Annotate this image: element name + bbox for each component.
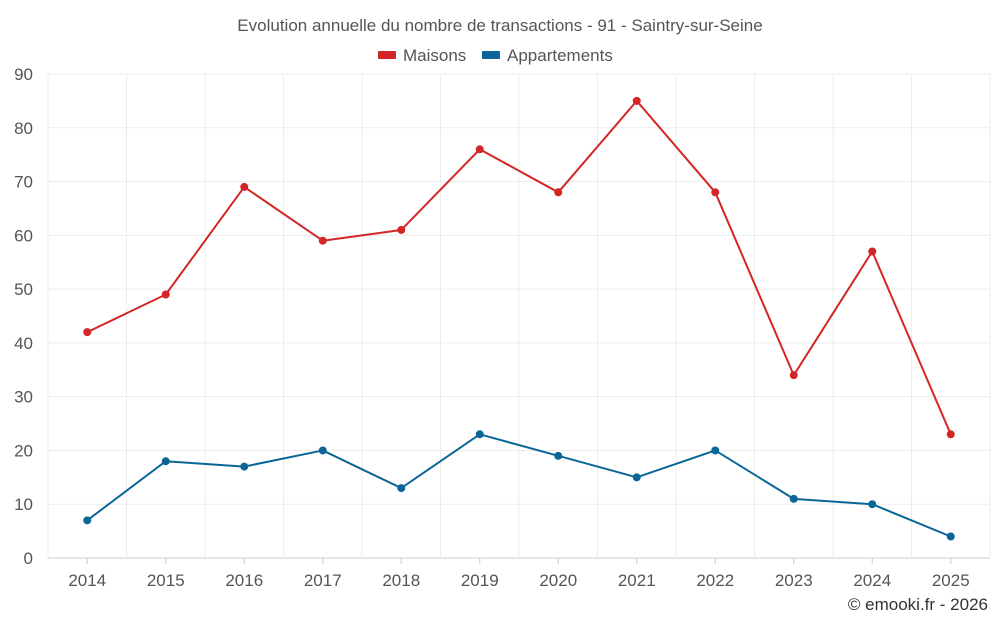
legend: Maisons Appartements xyxy=(378,46,613,65)
y-tick-label: 40 xyxy=(14,334,33,353)
credit-text: © emooki.fr - 2026 xyxy=(848,595,988,614)
data-point-appartements[interactable] xyxy=(868,500,877,509)
x-tick-label: 2024 xyxy=(853,571,891,590)
data-point-maisons[interactable] xyxy=(318,236,327,245)
y-tick-label: 50 xyxy=(14,280,33,299)
legend-item-appartements[interactable]: Appartements xyxy=(482,46,613,65)
data-point-maisons[interactable] xyxy=(397,225,406,234)
data-point-maisons[interactable] xyxy=(868,247,877,256)
y-tick-label: 10 xyxy=(14,495,33,514)
x-tick-label: 2022 xyxy=(696,571,734,590)
legend-label-appartements: Appartements xyxy=(507,46,613,65)
grid xyxy=(47,73,991,559)
legend-swatch-appartements xyxy=(482,51,500,59)
y-tick-label: 30 xyxy=(14,388,33,407)
y-tick-label: 70 xyxy=(14,173,33,192)
x-tick-label: 2023 xyxy=(775,571,813,590)
y-tick-label: 90 xyxy=(14,65,33,84)
y-tick-label: 60 xyxy=(14,226,33,245)
data-point-maisons[interactable] xyxy=(946,430,955,439)
series-line-appartements xyxy=(86,433,952,538)
x-tick-label: 2018 xyxy=(382,571,420,590)
data-point-maisons[interactable] xyxy=(83,328,92,337)
data-point-appartements[interactable] xyxy=(475,430,484,439)
x-axis-ticks: 2014 2015 2016 2017 2018 2019 2020 2021 2022 2023… xyxy=(68,558,970,590)
data-point-appartements[interactable] xyxy=(397,484,406,493)
x-tick-label: 2021 xyxy=(618,571,656,590)
data-point-appartements[interactable] xyxy=(318,446,327,455)
legend-item-maisons[interactable]: Maisons xyxy=(378,46,466,65)
x-tick-label: 2016 xyxy=(225,571,263,590)
y-tick-label: 80 xyxy=(14,119,33,138)
x-tick-label: 2014 xyxy=(68,571,106,590)
data-point-maisons[interactable] xyxy=(711,188,720,197)
y-tick-label: 20 xyxy=(14,441,33,460)
data-point-maisons[interactable] xyxy=(789,371,798,380)
y-axis-ticks: 0 10 20 30 40 50 60 70 80 90 xyxy=(14,65,33,568)
legend-label-maisons: Maisons xyxy=(403,46,466,65)
x-tick-label: 2015 xyxy=(147,571,185,590)
data-point-appartements[interactable] xyxy=(83,516,92,525)
x-tick-label: 2025 xyxy=(932,571,970,590)
data-point-maisons[interactable] xyxy=(240,182,249,191)
legend-swatch-maisons xyxy=(378,51,396,59)
data-point-appartements[interactable] xyxy=(946,532,955,541)
data-point-appartements[interactable] xyxy=(632,473,641,482)
series xyxy=(83,96,955,541)
series-maisons xyxy=(83,96,955,439)
x-tick-label: 2019 xyxy=(461,571,499,590)
data-point-maisons[interactable] xyxy=(554,188,563,197)
data-point-appartements[interactable] xyxy=(240,462,249,471)
series-line-maisons xyxy=(86,99,952,435)
data-point-maisons[interactable] xyxy=(632,96,641,105)
chart-title: Evolution annuelle du nombre de transact… xyxy=(237,16,762,35)
data-point-maisons[interactable] xyxy=(475,145,484,154)
data-point-appartements[interactable] xyxy=(711,446,720,455)
y-tick-label: 0 xyxy=(24,549,33,568)
data-point-appartements[interactable] xyxy=(789,494,798,503)
series-appartements xyxy=(83,430,955,541)
data-point-appartements[interactable] xyxy=(554,451,563,460)
data-point-appartements[interactable] xyxy=(161,457,170,466)
x-tick-label: 2020 xyxy=(539,571,577,590)
data-point-maisons[interactable] xyxy=(161,290,170,299)
x-tick-label: 2017 xyxy=(304,571,342,590)
